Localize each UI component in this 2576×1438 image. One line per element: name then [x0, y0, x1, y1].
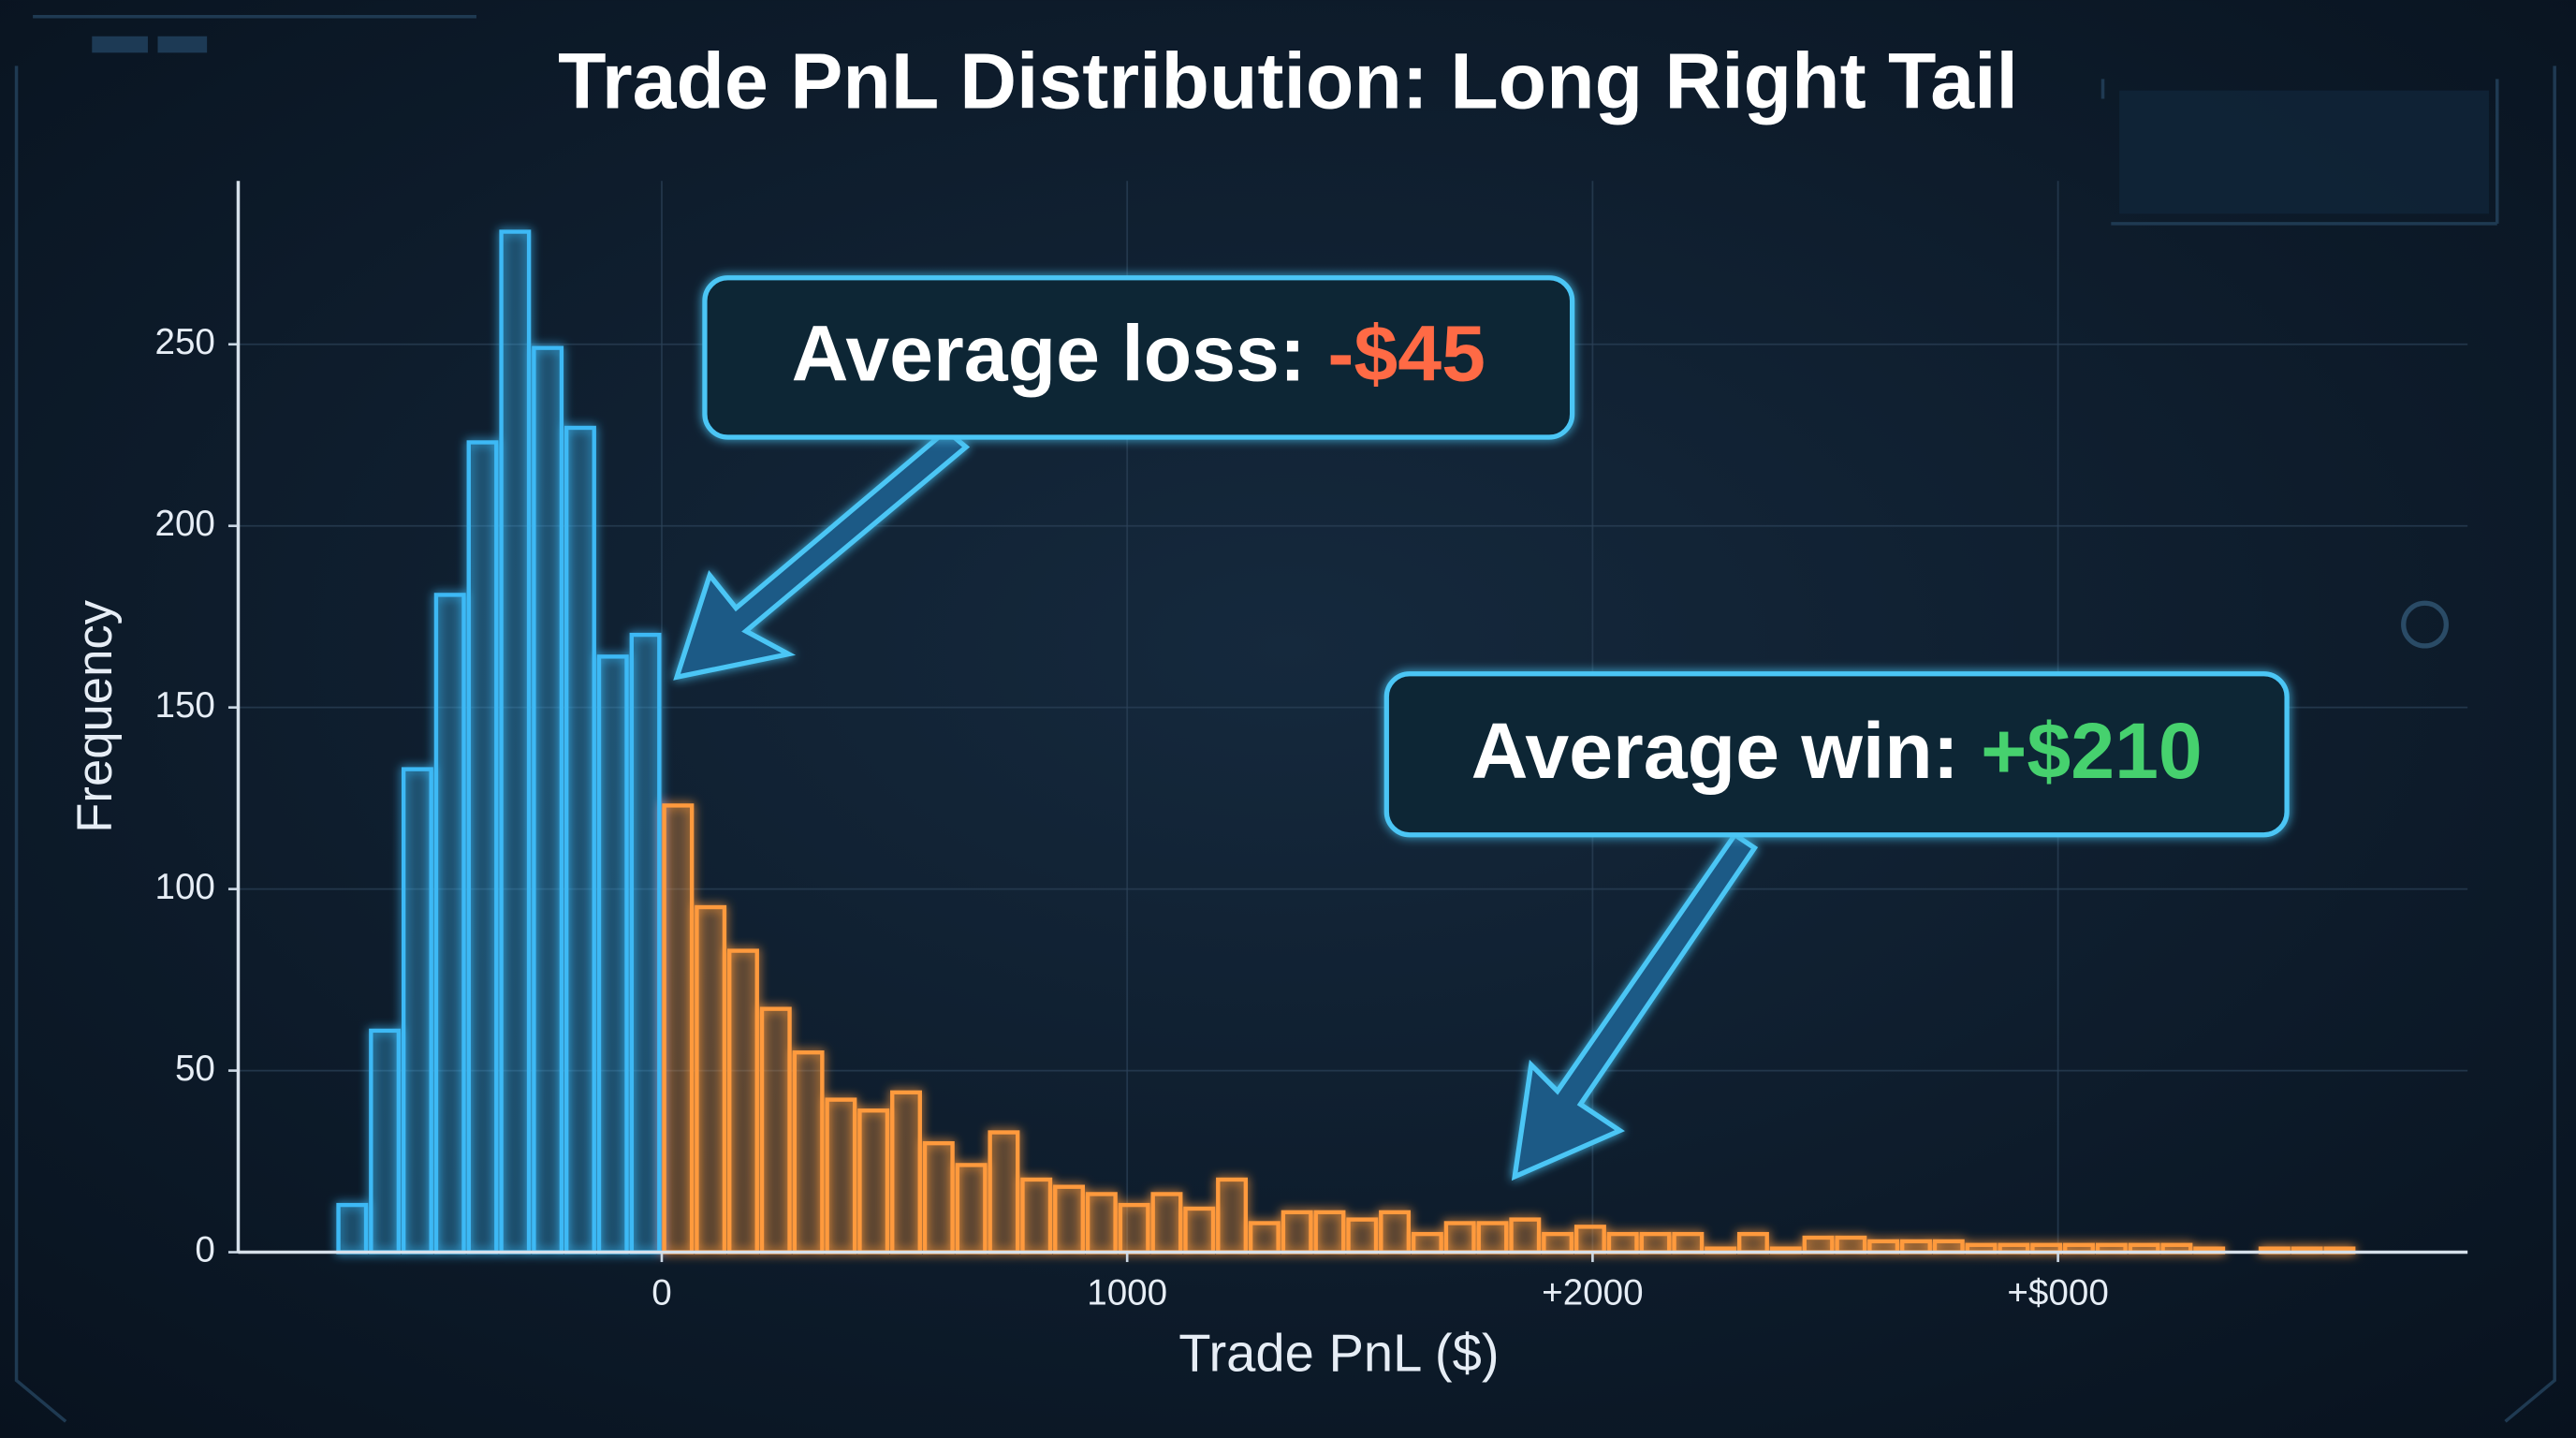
bar: [1183, 1206, 1216, 1255]
bar: [695, 904, 727, 1255]
bar: [1281, 1210, 1313, 1255]
annotation-label: Average loss:: [792, 310, 1306, 398]
bar: [1216, 1177, 1249, 1255]
annotation-value: -$45: [1327, 310, 1486, 398]
annotation-box: [1383, 671, 2290, 838]
annotation-text: Average loss: -$45: [792, 310, 1486, 398]
annotation-win: Average win: +$210: [1383, 671, 2290, 1181]
bar: [1573, 1225, 1606, 1255]
bar: [988, 1130, 1020, 1255]
bar: [1313, 1210, 1346, 1255]
x-tick-label: +$000: [2007, 1272, 2108, 1313]
bar: [1346, 1217, 1379, 1255]
annotation-loss: Average loss: -$45: [673, 275, 1575, 681]
bar: [336, 1202, 369, 1255]
hud-decoration: [14, 14, 2556, 1423]
bar: [890, 1090, 922, 1255]
y-tick-label: 250: [154, 322, 214, 362]
bar: [532, 345, 564, 1255]
bar: [401, 767, 433, 1255]
y-tick-label: 150: [154, 685, 214, 726]
arrow: [673, 427, 971, 681]
bar: [1118, 1202, 1150, 1255]
bar: [629, 632, 662, 1255]
bar: [596, 654, 629, 1255]
x-axis-label: Trade PnL ($): [1178, 1324, 1499, 1383]
annotation-value: +$210: [1981, 707, 2203, 795]
bar: [499, 229, 532, 1255]
bar: [1020, 1177, 1053, 1255]
bar: [1379, 1210, 1412, 1255]
y-tick-label: 50: [175, 1049, 215, 1089]
bar: [1606, 1231, 1639, 1255]
axes: 0 50 100 150 200 250 0 1000 +2000 +$000: [154, 181, 2468, 1313]
bar: [1639, 1231, 1672, 1255]
bar: [1736, 1231, 1769, 1255]
annotation-text: Average win: +$210: [1471, 707, 2203, 795]
bar: [433, 593, 466, 1255]
y-tick-label: 200: [154, 504, 214, 544]
annotation-label: Average win:: [1471, 707, 1959, 795]
bar: [466, 440, 499, 1255]
bar: [1802, 1235, 1835, 1255]
bar: [1476, 1221, 1509, 1255]
arrow: [1511, 831, 1759, 1181]
bar: [1411, 1231, 1443, 1255]
bar: [1672, 1231, 1705, 1255]
bar: [1150, 1192, 1183, 1255]
bar: [825, 1097, 857, 1255]
bar: [792, 1049, 825, 1255]
y-tick-label: 100: [154, 867, 214, 907]
x-tick-label: 1000: [1087, 1272, 1167, 1313]
bar: [662, 803, 695, 1255]
bar: [1509, 1217, 1542, 1255]
bar: [1053, 1184, 1085, 1255]
y-tick-label: 0: [195, 1230, 214, 1270]
bar: [759, 1006, 792, 1255]
bar: [1542, 1231, 1574, 1255]
bar: [922, 1140, 955, 1255]
x-tick-label: +2000: [1542, 1272, 1643, 1313]
annotation-box: [702, 275, 1575, 440]
chart-title: Trade PnL Distribution: Long Right Tail: [558, 37, 2018, 125]
bar: [1443, 1221, 1476, 1255]
bar: [564, 425, 596, 1255]
bar: [727, 948, 759, 1255]
bar: [1248, 1221, 1281, 1255]
bar: [1085, 1192, 1118, 1255]
x-tick-label: 0: [651, 1272, 671, 1313]
y-axis-label: Frequency: [67, 599, 123, 832]
bar: [369, 1028, 402, 1255]
bar: [955, 1163, 988, 1255]
bar: [857, 1108, 890, 1255]
bar: [1835, 1235, 1867, 1255]
